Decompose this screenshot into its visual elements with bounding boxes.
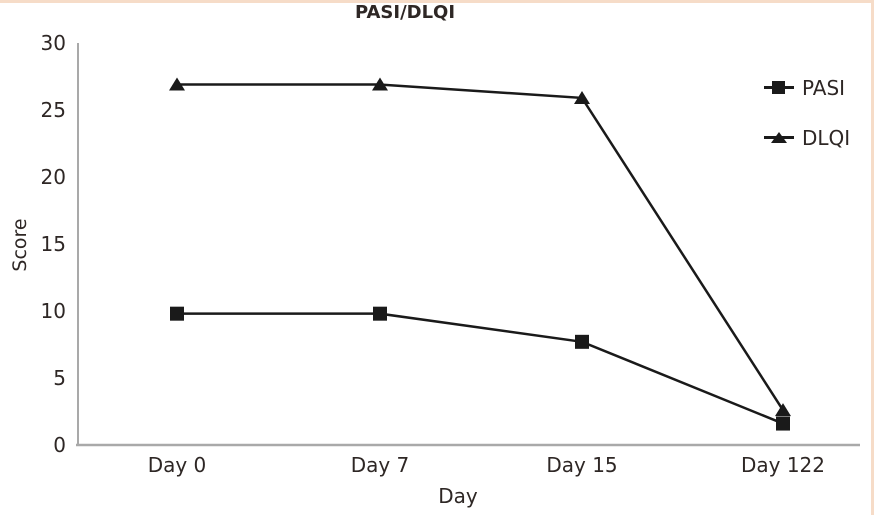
x-tick-label: Day 122: [741, 453, 825, 477]
series-line-pasi: [177, 312, 784, 425]
x-tick-label: Day 0: [148, 453, 207, 477]
x-axis-title: Day: [438, 484, 478, 508]
legend-label-dlqi: DLQI: [802, 126, 851, 150]
marker-square-pasi: [373, 306, 387, 321]
legend: PASI DLQI: [764, 74, 868, 174]
y-tick-label: 5: [53, 366, 66, 390]
series-line-dlqi: [177, 83, 785, 411]
legend-square-marker-icon: [764, 81, 794, 95]
y-tick-label: 30: [41, 31, 66, 55]
y-tick-label: 0: [53, 433, 66, 457]
marker-square-pasi: [575, 334, 589, 349]
figure-top-border: [0, 0, 874, 3]
marker-triangle-dlqi: [775, 403, 791, 417]
y-tick-label: 25: [41, 98, 66, 122]
marker-triangle-dlqi: [574, 90, 590, 104]
y-tick-label: 20: [41, 165, 66, 189]
legend-triangle-marker-icon: [764, 131, 794, 145]
legend-label-pasi: PASI: [802, 76, 846, 100]
y-tick-label: 10: [41, 299, 66, 323]
marker-triangle-dlqi: [372, 77, 388, 91]
legend-item-pasi: PASI: [764, 74, 868, 102]
marker-square-pasi: [776, 416, 790, 431]
y-tick-label: 15: [41, 232, 66, 256]
legend-item-dlqi: DLQI: [764, 124, 868, 152]
marker-square-pasi: [170, 306, 184, 321]
x-tick-label: Day 15: [546, 453, 617, 477]
x-tick-label: Day 7: [351, 453, 410, 477]
chart-title: PASI/DLQI: [354, 2, 456, 23]
figure-right-border: [871, 0, 874, 515]
marker-triangle-dlqi: [169, 77, 185, 91]
